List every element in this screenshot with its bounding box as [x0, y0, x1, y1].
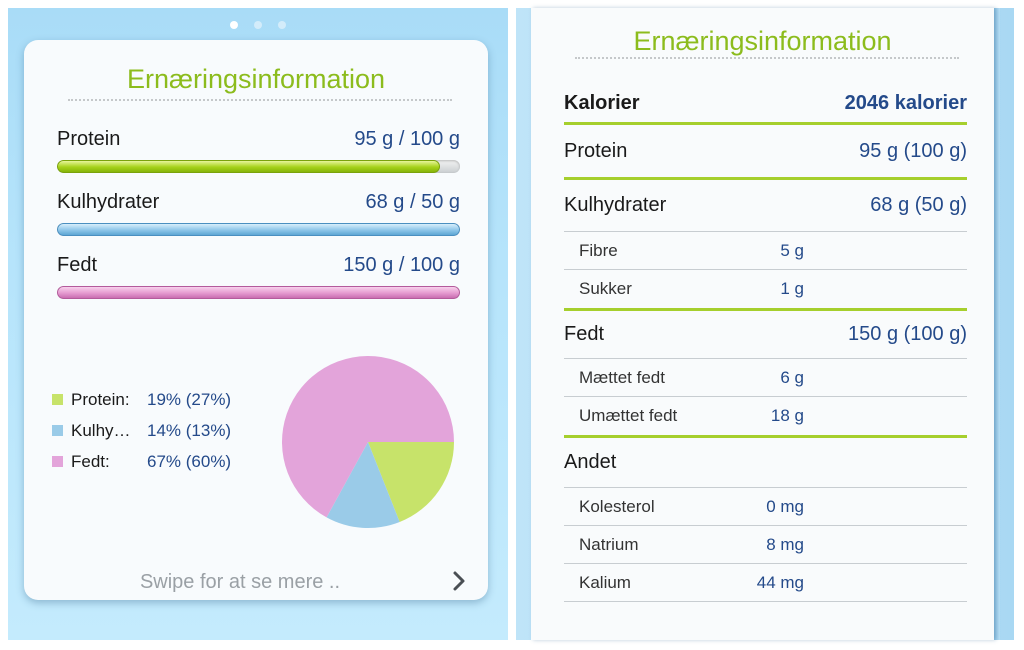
row-calories: Kalorier 2046 kalorier — [564, 84, 967, 122]
row-other: Andet — [564, 438, 967, 488]
macro-name: Protein — [57, 128, 121, 150]
legend-percent: 19% (27%) — [147, 389, 232, 409]
page-indicator[interactable] — [8, 16, 508, 34]
page-dot-2[interactable] — [254, 21, 262, 29]
row-value: 5 g — [780, 240, 804, 260]
protein-progress-bar — [57, 160, 460, 173]
sheet-title: Ernæringsinformation — [633, 26, 892, 56]
pie-slice-fat — [282, 356, 454, 518]
row-label: Andet — [564, 451, 617, 473]
swipe-hint[interactable]: Swipe for at se mere .. — [139, 571, 341, 593]
fat-progress-bar — [57, 286, 460, 299]
macro-name: Fedt — [57, 254, 98, 276]
row-cholesterol: Kolesterol 0 mg — [564, 488, 967, 526]
legend-label: Fedt: — [71, 451, 110, 471]
carbs-progress-fill — [57, 223, 460, 236]
row-value: 95 g (100 g) — [859, 139, 967, 162]
row-carbs: Kulhydrater 68 g (50 g) — [564, 180, 967, 232]
legend-swatch — [52, 425, 63, 436]
row-label: Natrium — [579, 534, 639, 554]
macro-pie-chart — [282, 356, 454, 528]
row-value: 0 mg — [766, 496, 804, 516]
chevron-right-icon[interactable] — [452, 570, 466, 592]
legend-label: Kulhy… — [71, 420, 131, 440]
row-saturated-fat: Mættet fedt 6 g — [564, 359, 967, 397]
protein-progress-fill — [57, 160, 440, 173]
legend-label: Protein: — [71, 389, 130, 409]
macro-value: 68 g / 50 g — [365, 191, 460, 213]
row-unsaturated-fat: Umættet fedt 18 g — [564, 397, 967, 435]
section-divider — [564, 122, 967, 125]
card-title: Ernæringsinformation — [126, 64, 386, 94]
legend-item-protein: Protein: 19% (27%) — [52, 384, 231, 415]
nutrition-details-sheet[interactable]: Ernæringsinformation Kalorier 2046 kalor… — [531, 8, 994, 640]
legend-swatch — [52, 456, 63, 467]
pie-slice-protein — [368, 442, 454, 522]
section-divider — [564, 435, 967, 438]
row-label: Mættet fedt — [579, 367, 665, 387]
macro-fat: Fedt 150 g / 100 g — [57, 254, 460, 299]
carbs-progress-bar — [57, 223, 460, 236]
row-label: Kalorier — [564, 91, 640, 114]
row-value: 18 g — [770, 406, 804, 425]
nutrition-summary-card[interactable]: Ernæringsinformation Protein 95 g / 100 … — [24, 40, 488, 600]
nutrition-table: Kalorier 2046 kalorier Protein 95 g (100… — [564, 84, 967, 602]
macro-value: 95 g / 100 g — [354, 128, 460, 150]
legend-percent: 14% (13%) — [147, 420, 232, 440]
row-potassium: Kalium 44 mg — [564, 564, 967, 602]
macro-value: 150 g / 100 g — [343, 254, 460, 276]
row-label: Fedt — [564, 323, 605, 345]
row-fibre: Fibre 5 g — [564, 232, 967, 270]
macro-carbs: Kulhydrater 68 g / 50 g — [57, 191, 460, 236]
section-divider — [564, 308, 967, 311]
row-label: Umættet fedt — [579, 406, 678, 425]
row-sodium: Natrium 8 mg — [564, 526, 967, 564]
row-label: Kulhydrater — [564, 194, 667, 216]
section-divider — [564, 177, 967, 180]
row-label: Kalium — [579, 572, 631, 592]
row-value: 6 g — [780, 367, 804, 387]
title-divider — [68, 99, 452, 101]
sheet-edge — [994, 8, 1000, 640]
row-fat: Fedt 150 g (100 g) — [564, 311, 967, 359]
macro-name: Kulhydrater — [57, 191, 160, 213]
legend-swatch — [52, 394, 63, 405]
row-label: Sukker — [579, 279, 632, 298]
legend-item-fat: Fedt: 67% (60%) — [52, 446, 231, 477]
row-value: 2046 kalorier — [844, 91, 967, 114]
pie-legend: Protein: 19% (27%) Kulhy… 14% (13%) Fedt… — [52, 384, 231, 477]
row-label: Fibre — [579, 240, 618, 260]
fat-progress-fill — [57, 286, 460, 299]
legend-item-carbs: Kulhy… 14% (13%) — [52, 415, 231, 446]
legend-percent: 67% (60%) — [147, 451, 232, 471]
row-value: 44 mg — [756, 572, 804, 592]
page-dot-3[interactable] — [278, 21, 286, 29]
macro-protein: Protein 95 g / 100 g — [57, 128, 460, 173]
pie-slice-carbs — [326, 442, 400, 528]
title-divider — [575, 57, 959, 59]
row-value: 1 g — [780, 279, 804, 298]
row-value: 150 g (100 g) — [848, 323, 967, 345]
row-label: Protein — [564, 139, 628, 162]
page-dot-1[interactable] — [230, 21, 238, 29]
row-sugar: Sukker 1 g — [564, 270, 967, 308]
summary-screen: Ernæringsinformation Protein 95 g / 100 … — [8, 8, 508, 640]
row-label: Kolesterol — [579, 496, 655, 516]
row-value: 8 mg — [766, 534, 804, 554]
row-protein: Protein 95 g (100 g) — [564, 125, 967, 177]
row-value: 68 g (50 g) — [870, 194, 967, 216]
